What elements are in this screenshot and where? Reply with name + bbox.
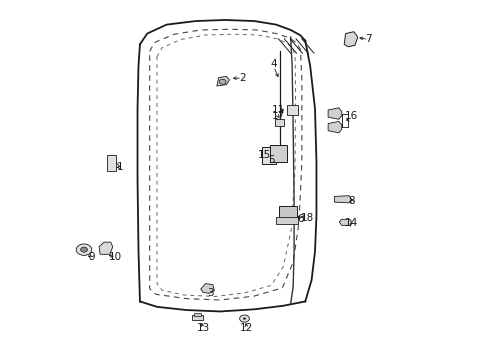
Bar (261, 147, 276, 164)
Polygon shape (334, 196, 351, 203)
Polygon shape (344, 32, 357, 47)
Polygon shape (327, 108, 341, 119)
Circle shape (219, 79, 225, 84)
Bar (107, 155, 116, 171)
Text: 17: 17 (271, 111, 285, 121)
Text: 1: 1 (117, 162, 123, 172)
Circle shape (239, 315, 249, 322)
Circle shape (81, 247, 87, 252)
Polygon shape (99, 242, 113, 254)
Bar (270, 145, 287, 162)
Text: 9: 9 (88, 252, 95, 262)
Bar (287, 105, 297, 115)
Circle shape (243, 318, 245, 320)
Circle shape (76, 244, 92, 255)
Text: 15: 15 (257, 150, 270, 160)
Text: 10: 10 (109, 252, 122, 262)
Bar (192, 315, 203, 320)
Text: 18: 18 (301, 212, 314, 222)
Bar (274, 118, 284, 126)
Bar (276, 217, 297, 224)
Text: 4: 4 (270, 59, 276, 69)
Polygon shape (216, 76, 229, 86)
Text: 6: 6 (297, 214, 303, 224)
Text: 5: 5 (267, 156, 274, 165)
Polygon shape (339, 219, 351, 225)
Bar (278, 206, 296, 217)
Polygon shape (327, 121, 341, 133)
Text: 7: 7 (365, 34, 371, 44)
Text: 2: 2 (238, 73, 245, 83)
Text: 12: 12 (240, 323, 253, 333)
Text: 13: 13 (196, 323, 209, 333)
Text: 11: 11 (271, 105, 285, 115)
Bar (194, 312, 201, 316)
Text: 14: 14 (344, 218, 357, 228)
Polygon shape (287, 210, 296, 216)
Polygon shape (201, 284, 214, 293)
Text: 3: 3 (207, 288, 213, 297)
Text: 8: 8 (347, 197, 354, 206)
Text: 16: 16 (344, 111, 357, 121)
